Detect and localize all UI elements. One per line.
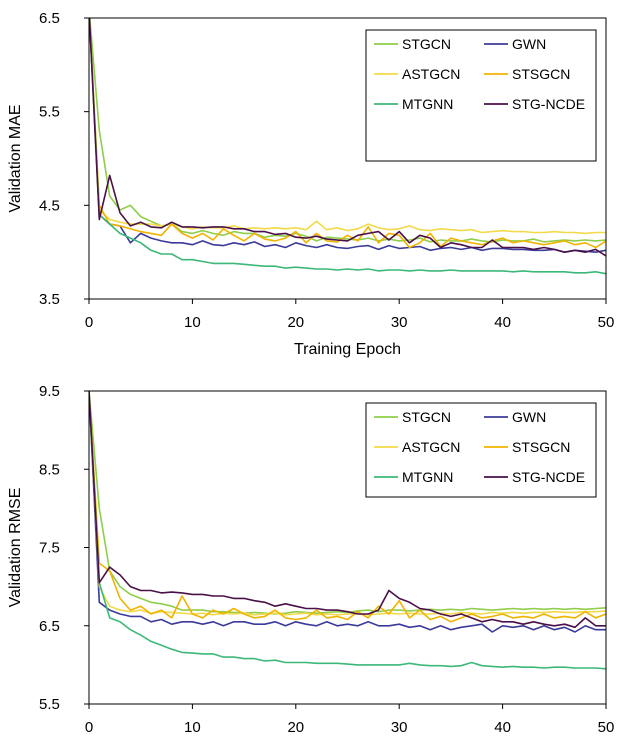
- legend-label: STSGCN: [512, 66, 570, 82]
- x-tick-label: 20: [287, 314, 304, 331]
- x-tick-label: 50: [598, 314, 615, 331]
- x-tick-label: 30: [391, 314, 408, 331]
- legend-label: STG-NCDE: [512, 96, 585, 112]
- y-tick-label: 6.5: [39, 10, 60, 27]
- x-tick-label: 50: [598, 719, 615, 736]
- y-tick-label: 6.5: [39, 618, 60, 635]
- series-line-stsgcn: [89, 18, 606, 249]
- legend-label: ASTGCN: [402, 66, 460, 82]
- series-line-gwn: [89, 391, 606, 633]
- legend-label: STGCN: [402, 409, 451, 425]
- x-tick-label: 0: [85, 719, 93, 736]
- x-tick-label: 20: [287, 719, 304, 736]
- legend-label: STGCN: [402, 36, 451, 52]
- y-tick-label: 7.5: [39, 540, 60, 557]
- legend: STGCN GWN ASTGCN STSGCN MTGNN STG-NCDE: [365, 402, 597, 498]
- series-line-gwn: [89, 18, 606, 253]
- y-tick-label: 4.5: [39, 197, 60, 214]
- x-axis-title: Training Epoch: [294, 341, 401, 358]
- x-tick-label: 10: [184, 314, 201, 331]
- series-line-mtgnn: [89, 18, 606, 275]
- y-axis-title: Validation MAE: [7, 104, 24, 212]
- y-tick-label: 5.5: [39, 104, 60, 121]
- legend-box: [365, 402, 597, 498]
- series-line-stg-ncde: [89, 18, 606, 257]
- legend-label: GWN: [512, 409, 546, 425]
- legend-label: STSGCN: [512, 439, 570, 455]
- y-tick-label: 3.5: [39, 291, 60, 308]
- series-lines: [89, 18, 606, 275]
- x-tick-label: 40: [494, 719, 511, 736]
- x-tick-label: 40: [494, 314, 511, 331]
- y-axis-title: Validation RMSE: [7, 488, 24, 608]
- series-line-astgcn: [89, 391, 606, 616]
- legend-box: [365, 29, 597, 162]
- x-tick-label: 10: [184, 719, 201, 736]
- series-line-astgcn: [89, 18, 606, 235]
- series-line-mtgnn: [89, 391, 606, 670]
- series-line-stg-ncde: [89, 391, 606, 629]
- x-tick-label: 30: [391, 719, 408, 736]
- legend-label: MTGNN: [402, 96, 453, 112]
- series-line-stsgcn: [89, 391, 606, 623]
- y-tick-label: 8.5: [39, 461, 60, 478]
- series-lines: [89, 391, 606, 670]
- plot-frame: [88, 17, 607, 300]
- legend-label: ASTGCN: [402, 439, 460, 455]
- mae-chart: 3.5 4.5 5.5 6.5 0 10 20 30 40 50 Training Epoch Val…: [7, 10, 615, 358]
- legend-label: GWN: [512, 36, 546, 52]
- legend-label: MTGNN: [402, 469, 453, 485]
- y-tick-label: 5.5: [39, 696, 60, 713]
- legend: STGCN GWN ASTGCN STSGCN MTGNN STG-NCDE: [365, 29, 597, 162]
- x-tick-label: 0: [85, 314, 93, 331]
- y-tick-label: 9.5: [39, 383, 60, 400]
- legend-label: STG-NCDE: [512, 469, 585, 485]
